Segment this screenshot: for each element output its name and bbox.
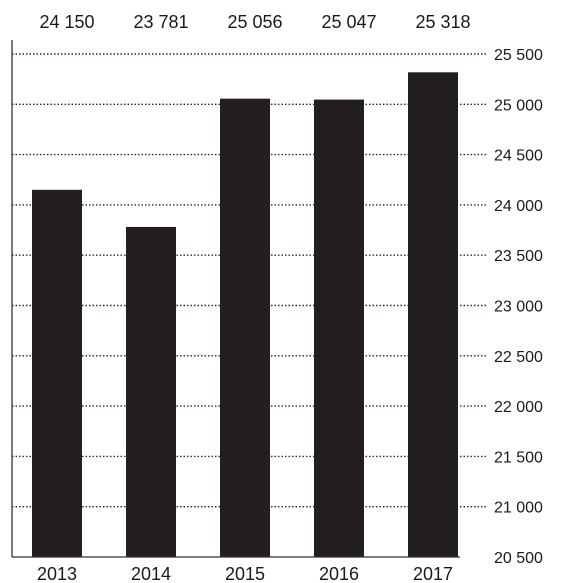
y-tick-label-4: 22 500 xyxy=(494,349,543,366)
x-tick-label-2016: 2016 xyxy=(319,564,359,583)
y-tick-label-2: 21 500 xyxy=(494,449,543,466)
value-label-2014: 23 781 xyxy=(133,12,188,32)
x-tick-label-2015: 2015 xyxy=(225,564,265,583)
x-axis-tick-labels: 2013 2014 2015 2016 2017 xyxy=(37,564,453,583)
x-tick-label-2014: 2014 xyxy=(131,564,171,583)
y-tick-label-10: 25 500 xyxy=(494,47,543,64)
bar-2015 xyxy=(220,98,270,558)
value-label-2016: 25 047 xyxy=(321,12,376,32)
value-label-2017: 25 318 xyxy=(415,12,470,32)
gridlines xyxy=(12,53,487,508)
y-tick-label-3: 22 000 xyxy=(494,399,543,416)
bars xyxy=(32,72,458,558)
bar-2013 xyxy=(32,189,82,557)
y-tick-label-6: 23 500 xyxy=(494,248,543,265)
y-axis-tick-labels: 20 500 21 000 21 500 22 000 22 500 23 000 23 5… xyxy=(494,47,543,567)
y-tick-label-7: 24 000 xyxy=(494,198,543,215)
y-tick-label-1: 21 000 xyxy=(494,500,543,517)
value-labels: 24 150 23 781 25 056 25 047 25 318 xyxy=(39,12,470,32)
y-tick-label-5: 23 000 xyxy=(494,299,543,316)
bar-2016 xyxy=(314,99,364,557)
x-tick-label-2013: 2013 xyxy=(37,564,77,583)
y-tick-label-8: 24 500 xyxy=(494,148,543,165)
bar-2014 xyxy=(126,226,176,557)
value-label-2013: 24 150 xyxy=(39,12,94,32)
y-tick-label-0: 20 500 xyxy=(494,550,543,567)
bar-2017 xyxy=(408,72,458,557)
y-tick-label-9: 25 000 xyxy=(494,97,543,114)
x-tick-label-2017: 2017 xyxy=(413,564,453,583)
value-label-2015: 25 056 xyxy=(227,12,282,32)
